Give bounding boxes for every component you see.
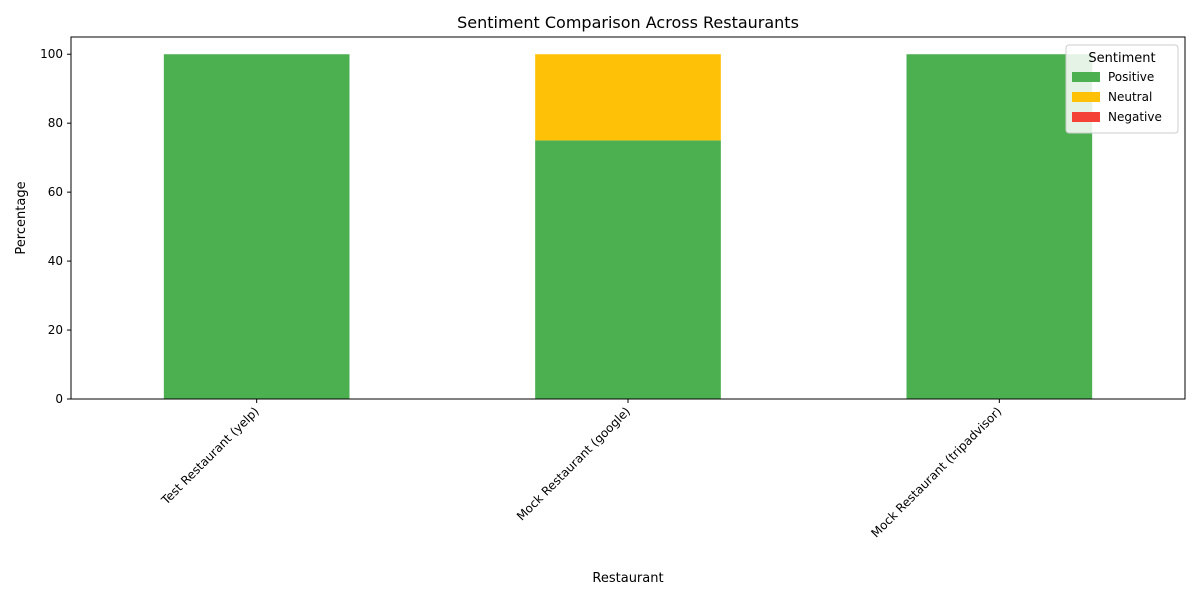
legend-label-neutral: Neutral (1108, 90, 1152, 104)
y-tick-label: 20 (48, 323, 63, 337)
y-tick-label: 100 (40, 47, 63, 61)
x-tick-label: Mock Restaurant (google) (514, 404, 633, 523)
legend-swatch-neutral (1072, 92, 1100, 102)
legend-box (1065, 44, 1179, 134)
y-axis: 0 20 40 60 80 100 (40, 47, 71, 406)
x-tick-label: Mock Restaurant (tripadvisor) (868, 404, 1004, 540)
y-tick-label: 60 (48, 185, 63, 199)
bars-layer (163, 54, 1093, 400)
chart-title: Sentiment Comparison Across Restaurants (457, 13, 799, 32)
legend-label-positive: Positive (1108, 70, 1154, 84)
y-tick-label: 80 (48, 116, 63, 130)
y-tick-label: 40 (48, 254, 63, 268)
x-axis-label: Restaurant (592, 571, 663, 586)
legend-swatch-positive (1072, 72, 1100, 82)
bar-positive-2 (535, 140, 721, 399)
legend-swatch-negative (1072, 112, 1100, 122)
y-tick-label: 0 (55, 392, 63, 406)
legend-label-negative: Negative (1108, 110, 1162, 124)
y-axis-label: Percentage (14, 181, 29, 254)
legend: Sentiment Positive Neutral Negative (1065, 44, 1179, 134)
x-axis: Test Restaurant (yelp) Mock Restaurant (g… (158, 399, 1004, 540)
bar-neutral-2 (535, 54, 721, 141)
x-tick-label: Test Restaurant (yelp) (158, 404, 262, 508)
legend-title: Sentiment (1088, 51, 1155, 66)
bar-positive-3 (906, 54, 1093, 400)
legend-items: Positive Neutral Negative (1072, 70, 1162, 124)
bar-positive-1 (163, 54, 350, 400)
